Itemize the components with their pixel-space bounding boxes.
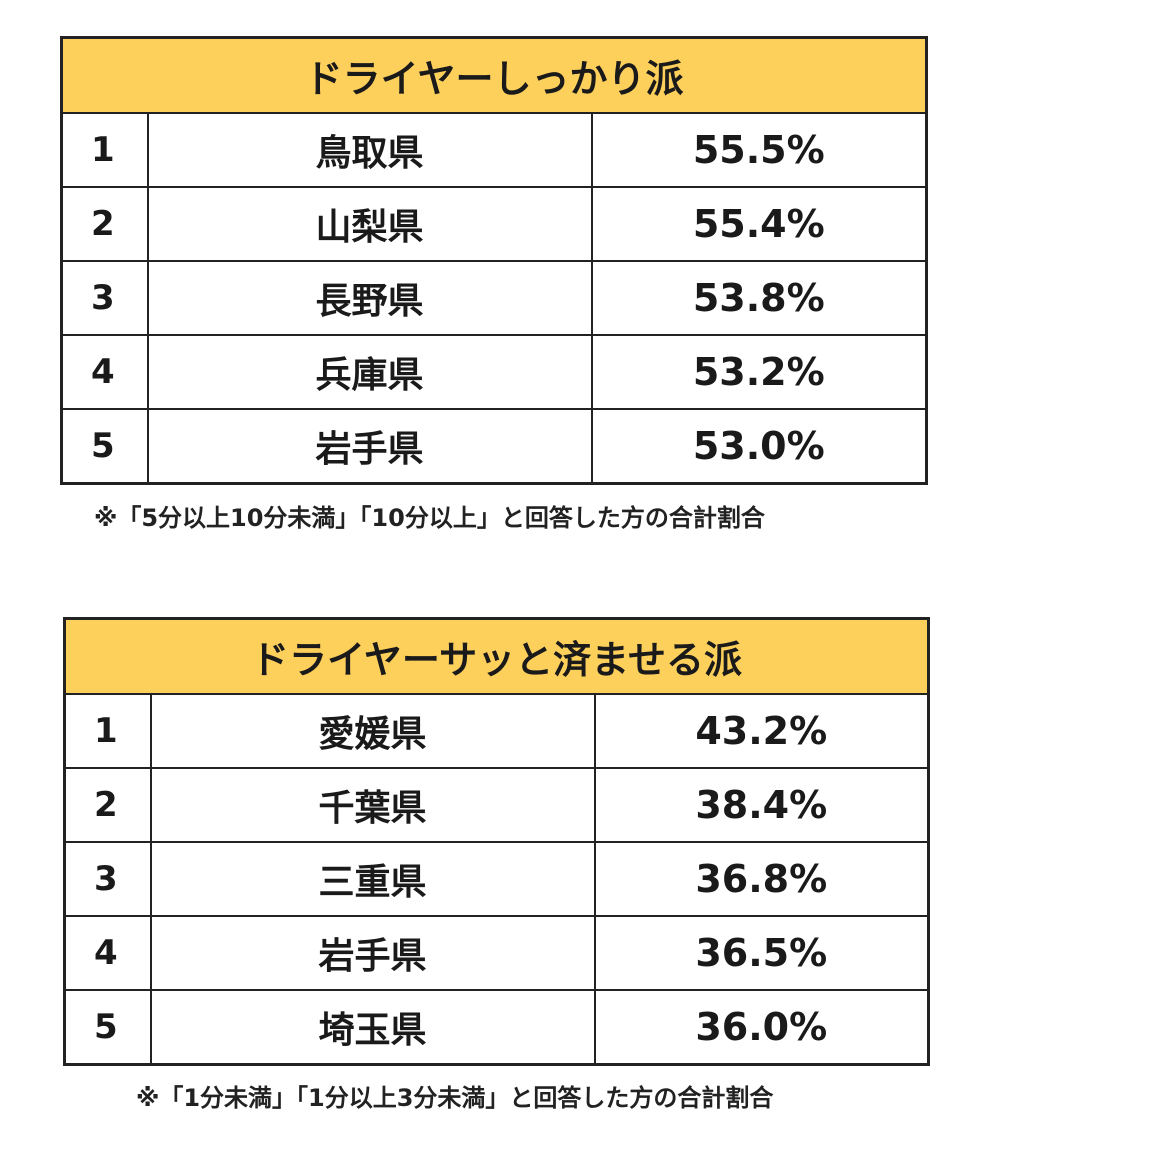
percent-cell: 53.0% [590, 408, 928, 485]
percent-cell: 38.4% [593, 767, 930, 843]
prefecture-cell: 千葉県 [149, 767, 596, 843]
table-row: 5 岩手県 53.0% [60, 408, 928, 485]
prefecture-cell: 埼玉県 [149, 989, 596, 1066]
table-row: 4 岩手県 36.5% [63, 915, 930, 991]
prefecture-cell: 岩手県 [146, 408, 593, 485]
rank-cell: 4 [60, 334, 149, 410]
percent-cell: 55.4% [590, 186, 928, 262]
percent-cell: 43.2% [593, 693, 930, 769]
table-title: ドライヤーしっかり派 [60, 36, 928, 114]
rank-cell: 1 [60, 112, 149, 188]
rank-cell: 5 [63, 989, 152, 1066]
prefecture-cell: 愛媛県 [149, 693, 596, 769]
ranking-table-thorough: ドライヤーしっかり派 1 鳥取県 55.5% 2 山梨県 55.4% 3 長野県… [60, 36, 929, 485]
table-row: 2 山梨県 55.4% [60, 186, 928, 262]
prefecture-cell: 兵庫県 [146, 334, 593, 410]
rank-cell: 4 [63, 915, 152, 991]
prefecture-cell: 山梨県 [146, 186, 593, 262]
table-row: 3 三重県 36.8% [63, 841, 930, 917]
table-row: 1 愛媛県 43.2% [63, 693, 930, 769]
percent-cell: 36.5% [593, 915, 930, 991]
table-title: ドライヤーサッと済ませる派 [63, 617, 930, 695]
prefecture-cell: 岩手県 [149, 915, 596, 991]
table-row: 5 埼玉県 36.0% [63, 989, 930, 1066]
footnote: ※「5分以上10分未満」「10分以上」と回答した方の合計割合 [94, 504, 765, 532]
percent-cell: 53.8% [590, 260, 928, 336]
footnote: ※「1分未満」「1分以上3分未満」と回答した方の合計割合 [136, 1084, 774, 1112]
table-row: 1 鳥取県 55.5% [60, 112, 928, 188]
rank-cell: 1 [63, 693, 152, 769]
prefecture-cell: 鳥取県 [146, 112, 593, 188]
percent-cell: 53.2% [590, 334, 928, 410]
rank-cell: 3 [63, 841, 152, 917]
table-row: 4 兵庫県 53.2% [60, 334, 928, 410]
percent-cell: 55.5% [590, 112, 928, 188]
percent-cell: 36.8% [593, 841, 930, 917]
rank-cell: 5 [60, 408, 149, 485]
prefecture-cell: 三重県 [149, 841, 596, 917]
prefecture-cell: 長野県 [146, 260, 593, 336]
table-row: 2 千葉県 38.4% [63, 767, 930, 843]
rank-cell: 3 [60, 260, 149, 336]
rank-cell: 2 [60, 186, 149, 262]
ranking-table-quick: ドライヤーサッと済ませる派 1 愛媛県 43.2% 2 千葉県 38.4% 3 … [63, 617, 930, 1066]
rank-cell: 2 [63, 767, 152, 843]
percent-cell: 36.0% [593, 989, 930, 1066]
table-row: 3 長野県 53.8% [60, 260, 928, 336]
